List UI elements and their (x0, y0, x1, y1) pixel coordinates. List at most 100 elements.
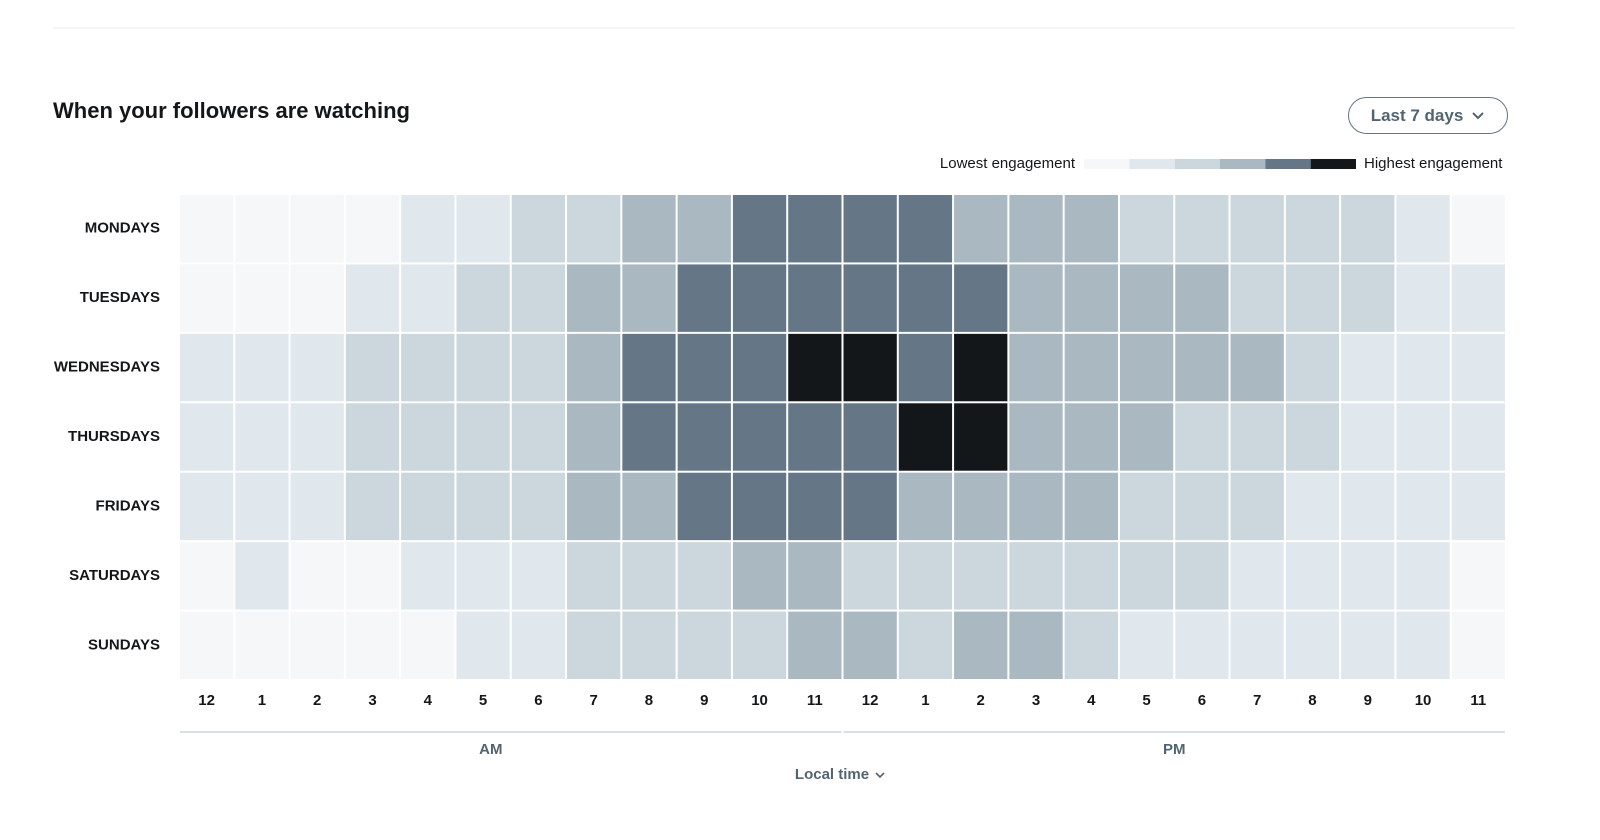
heat-cell (401, 333, 455, 402)
column-label: 1 (258, 692, 266, 709)
heat-cell (622, 195, 676, 263)
heat-cell (843, 264, 897, 332)
heat-cell (1451, 611, 1505, 679)
heat-cell (1451, 333, 1505, 402)
heat-cell (456, 472, 510, 541)
heat-cell (511, 264, 566, 332)
heat-cell (843, 611, 897, 679)
heat-cell (1341, 333, 1395, 402)
heat-cell (1285, 472, 1340, 541)
heat-cell (622, 611, 676, 679)
heat-cell (1396, 403, 1450, 471)
heat-cell (843, 195, 897, 263)
heat-cell (1285, 264, 1340, 332)
heat-cell (567, 403, 621, 471)
heat-cell (1230, 403, 1284, 471)
heat-cell (622, 264, 676, 332)
heat-cell (401, 472, 455, 541)
column-label: 10 (751, 692, 768, 709)
heat-cell (235, 195, 289, 263)
heat-cell (954, 542, 1008, 610)
heat-cell (1009, 333, 1063, 402)
heat-cell (345, 542, 400, 610)
range-dropdown[interactable]: Last 7 days (1348, 97, 1508, 134)
heat-cell (788, 542, 842, 610)
heat-cell (843, 333, 897, 402)
heat-cell (1396, 611, 1450, 679)
row-label: FRIDAYS (96, 497, 160, 514)
heat-cell (235, 472, 289, 541)
legend-swatch (1265, 159, 1311, 169)
column-label: 5 (479, 692, 487, 709)
column-label: 7 (590, 692, 598, 709)
heat-cell (1230, 542, 1284, 610)
heat-cell (1341, 542, 1395, 610)
heat-cell (954, 403, 1008, 471)
heat-cell (511, 403, 566, 471)
column-label: 4 (424, 692, 433, 709)
heat-cell (1064, 472, 1118, 541)
heat-cell (290, 333, 344, 402)
legend-swatch (1174, 159, 1220, 169)
heat-cell (788, 333, 842, 402)
heat-cell (456, 611, 510, 679)
heat-cell (290, 611, 344, 679)
heat-cell (1285, 611, 1340, 679)
heat-cell (1451, 403, 1505, 471)
column-label: 11 (807, 692, 823, 709)
heat-cell (954, 472, 1008, 541)
row-label: SATURDAYS (69, 567, 160, 584)
heat-cell (1119, 333, 1174, 402)
heat-cell (898, 333, 953, 402)
heat-cell (732, 195, 787, 263)
heat-cell (1451, 195, 1505, 263)
heat-cell (345, 195, 400, 263)
heat-cell (677, 472, 731, 541)
heat-cell (1285, 195, 1340, 263)
legend-swatch (1220, 159, 1266, 169)
row-label: WEDNESDAYS (54, 359, 160, 376)
heat-cell (788, 264, 842, 332)
column-label: 7 (1253, 692, 1261, 709)
heat-cell (401, 611, 455, 679)
column-label: 1 (921, 692, 929, 709)
heat-cell (1175, 264, 1229, 332)
heat-cell (235, 611, 289, 679)
heat-cell (1396, 264, 1450, 332)
row-label: THURSDAYS (68, 428, 160, 445)
heat-cell (1451, 264, 1505, 332)
legend-swatch (1084, 159, 1130, 169)
row-label: TUESDAYS (80, 289, 160, 306)
heat-cell (1064, 542, 1118, 610)
heat-cell (1064, 611, 1118, 679)
heat-cell (1230, 333, 1284, 402)
heat-cell (1396, 195, 1450, 263)
heat-cell (1230, 195, 1284, 263)
x-axis-label: Local time (795, 766, 869, 783)
heat-cell (1119, 611, 1174, 679)
heat-cell (567, 264, 621, 332)
heat-cell (235, 333, 289, 402)
heat-cell (732, 333, 787, 402)
heat-cell (511, 333, 566, 402)
heat-cell (898, 403, 953, 471)
heat-cell (677, 542, 731, 610)
chart-title: When your followers are watching (53, 98, 410, 123)
heat-cell (345, 333, 400, 402)
heat-cell (1064, 333, 1118, 402)
heat-cell (1009, 611, 1063, 679)
row-label: SUNDAYS (88, 636, 160, 653)
heat-cell (401, 195, 455, 263)
heat-cell (345, 264, 400, 332)
heat-cell (511, 472, 566, 541)
heat-cell (677, 264, 731, 332)
heat-cell (622, 333, 676, 402)
heat-cell (456, 403, 510, 471)
heat-cell (1396, 472, 1450, 541)
heat-cell (456, 195, 510, 263)
column-label: 10 (1415, 692, 1432, 709)
heat-cell (1396, 542, 1450, 610)
heat-cell (290, 264, 344, 332)
heat-cell (1451, 542, 1505, 610)
